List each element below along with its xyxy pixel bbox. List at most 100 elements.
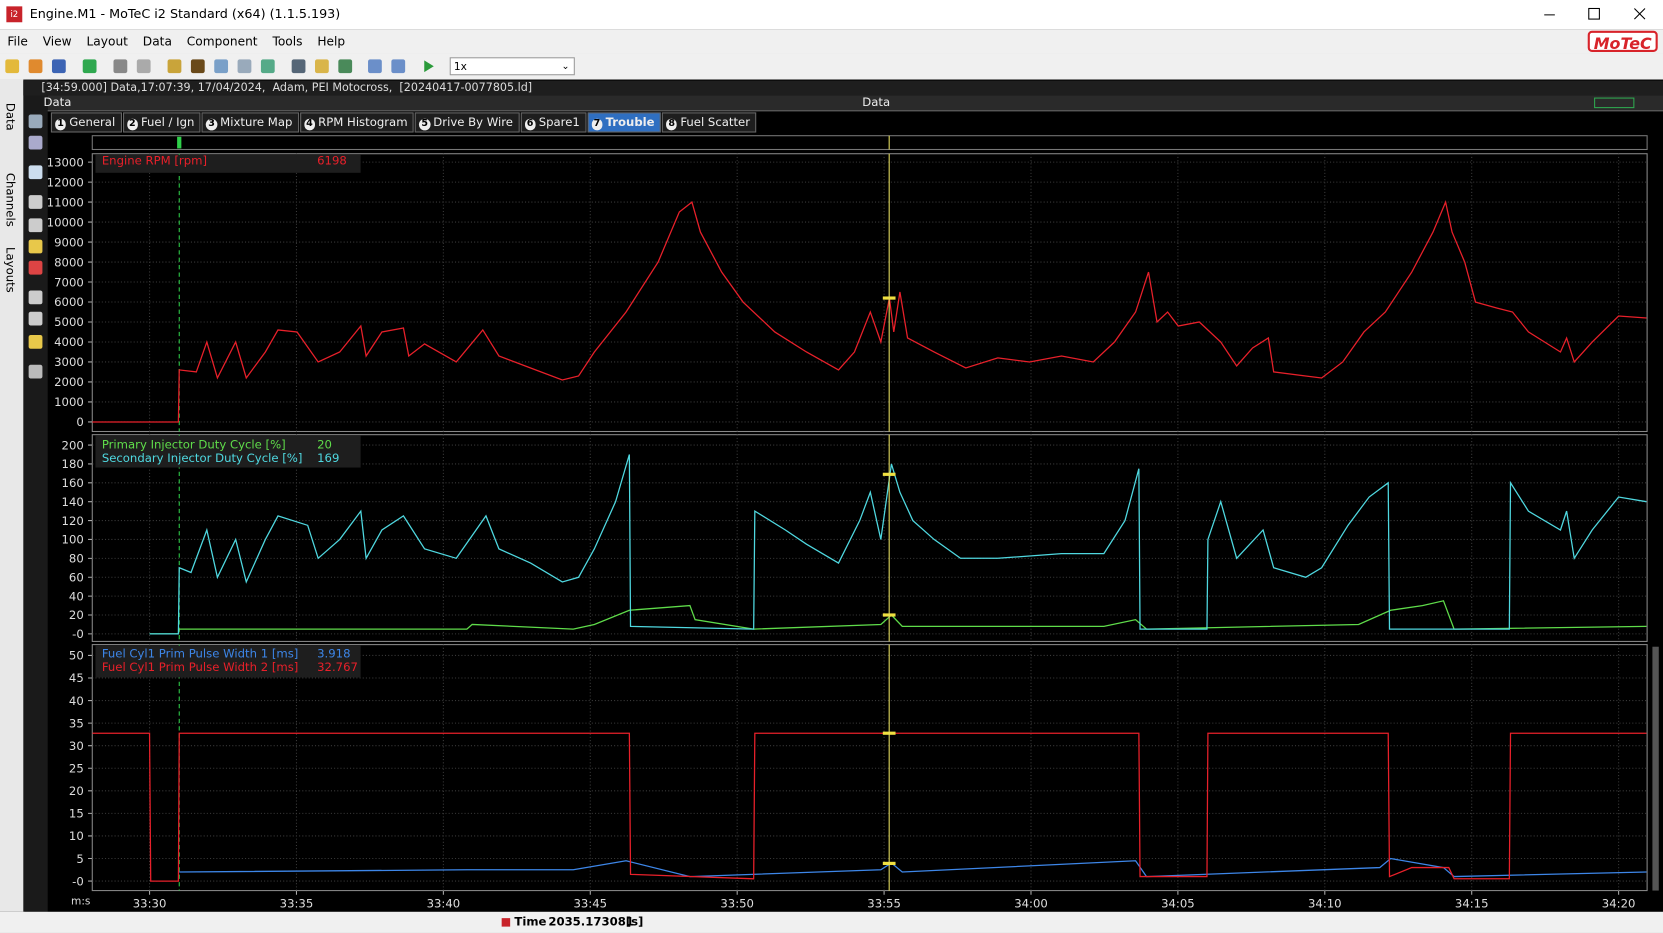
tool-icon[interactable] [28,165,43,180]
x-tick-label: 33:40 [427,897,461,911]
menu-item[interactable]: Component [186,33,258,49]
tool-icon[interactable] [113,59,128,74]
tab-number: 7 [591,118,603,131]
graph-pane [91,644,1648,892]
menu-item[interactable]: Help [317,33,346,49]
tool-icon[interactable] [28,135,43,150]
tab-number: 6 [524,118,536,131]
tool-icon[interactable] [391,59,406,74]
graph-pane [91,434,1648,642]
window-title: Engine.M1 - MoTeC i2 Standard (x64) (1.1… [29,6,341,22]
dropdown-arrow: ⌄ [561,61,570,73]
y-tick-label: 10000 [48,215,84,229]
overview-marker [177,136,182,149]
side-tab[interactable]: Data [3,102,17,131]
tab-number: 3 [206,118,217,131]
tool-icon[interactable] [28,195,43,209]
tool-icon[interactable] [28,364,43,379]
y-tick-label: 7000 [54,275,84,289]
tool-icon[interactable] [28,114,43,129]
maximize-button[interactable] [1588,7,1600,20]
worksheet-tab[interactable]: 1 General [50,112,122,133]
worksheet-tabs: 1 General 2 Fuel / Ign 3 Mixture Map 4 RPM Hist… [50,112,758,133]
menu-item[interactable]: Layout [86,33,128,49]
tool-icon[interactable] [368,59,382,74]
tab-number: 2 [126,118,138,131]
y-tick-label: 40 [69,694,84,708]
tool-icon[interactable] [28,260,43,275]
tab-label: General [69,115,116,130]
tool-icon[interactable] [214,59,229,74]
graph-area: 0 1000 2000 3000 4000 5000 6000 7000 8000 9000 100… [48,135,1659,911]
scrollbar [1652,646,1659,891]
tab-label: Fuel Scatter [680,115,751,130]
side-tab[interactable]: Layouts [3,247,17,293]
tool-icon[interactable] [5,59,20,74]
side-panel: Data Channels Layouts [0,79,25,912]
worksheet-name: Data [862,95,891,110]
trace-line [92,199,1647,423]
legend-box [95,435,361,468]
tool-icon[interactable] [51,59,66,74]
tool-icon[interactable] [28,290,43,305]
worksheet-tab[interactable]: 4 RPM Histogram [299,112,414,133]
legend-name: Engine RPM [rpm] [102,153,207,167]
tool-icon[interactable] [28,311,43,326]
tab-label: Drive By Wire [433,115,513,130]
worksheet-tab[interactable]: 7 Trouble [587,112,661,133]
speed-select[interactable]: 1x ⌄ [449,57,575,76]
y-tick-label: 35 [69,716,84,730]
graph-pane [91,153,1648,433]
tool-icon[interactable] [28,218,43,233]
worksheet-tab[interactable]: 5 Drive By Wire [414,112,520,133]
worksheet-tab[interactable]: 8 Fuel Scatter [662,112,757,133]
tool-icon[interactable] [190,59,205,74]
y-tick-label: -0 [72,627,84,641]
tool-icon[interactable] [291,59,306,74]
menu-item[interactable]: View [42,33,72,49]
tool-icon[interactable] [338,59,353,74]
worksheet-tab[interactable]: 2 Fuel / Ign [122,112,201,133]
tool-icon[interactable] [314,59,329,74]
tool-icon[interactable] [237,59,252,74]
side-tab[interactable]: Channels [3,172,17,227]
tool-icon[interactable] [167,59,182,74]
sheet-indicator [1594,97,1635,109]
tool-icon[interactable] [28,239,43,254]
tab-label: Fuel / Ign [140,115,195,130]
y-tick-label: 160 [62,476,84,490]
y-tick-label: 120 [62,514,84,528]
y-tick-label: 2000 [54,375,84,389]
y-tick-label: 45 [69,671,84,685]
cursor-value: 2035.173081 [548,914,634,929]
tab-label: Spare1 [538,115,580,130]
y-tick-label: 5000 [54,315,84,329]
toolbar [0,53,1663,80]
tool-icon[interactable] [28,335,43,349]
menu-item[interactable]: File [7,33,28,49]
play-button[interactable] [422,59,435,73]
tool-icon[interactable] [28,59,43,74]
tool-icon[interactable] [260,59,275,74]
worksheet-tab[interactable]: 6 Spare1 [520,112,587,133]
x-tick-label: 34:20 [1602,897,1636,911]
close-button[interactable] [1634,8,1646,20]
legend-value: 6198 [317,153,347,167]
session-info: [34:59.000] Data,17:07:39, 17/04/2024, A… [23,80,1663,96]
x-axis-label: m:s [71,895,90,907]
tool-icon[interactable] [82,59,97,74]
x-tick-label: 33:45 [573,897,607,911]
worksheet-tab[interactable]: 3 Mixture Map [201,112,299,133]
window-controls[interactable] [1527,0,1663,30]
x-tick-label: 34:15 [1455,897,1489,911]
y-tick-label: 11000 [48,195,84,209]
legend-name: Fuel Cyl1 Prim Pulse Width 2 [ms] [102,660,299,674]
y-tick-label: 100 [62,533,84,547]
tool-icon[interactable] [136,59,151,74]
y-tick-label: 0 [76,415,83,429]
legend-value: 3.918 [317,646,350,660]
menu-item[interactable]: Data [142,33,172,49]
x-tick-label: 34:10 [1308,897,1342,911]
x-tick-label: 33:50 [720,897,754,911]
menu-item[interactable]: Tools [272,33,303,49]
